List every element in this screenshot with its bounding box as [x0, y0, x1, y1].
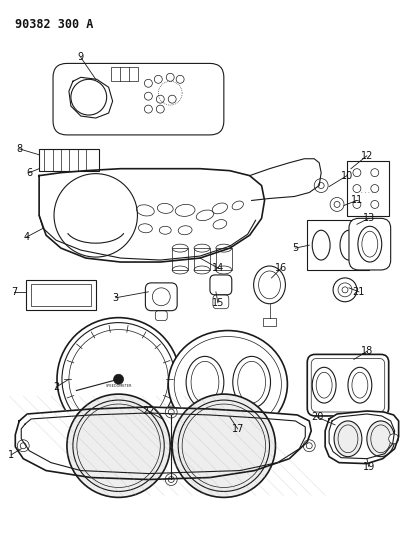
Bar	[306, 220, 368, 270]
Bar	[31, 284, 91, 306]
Bar	[39, 149, 99, 171]
Circle shape	[113, 374, 123, 384]
Ellipse shape	[333, 421, 361, 457]
Bar	[26, 280, 95, 310]
Circle shape	[165, 473, 177, 486]
Circle shape	[165, 406, 177, 418]
Text: 3: 3	[112, 293, 118, 303]
Bar	[194, 248, 209, 270]
Text: 2: 2	[53, 382, 59, 392]
Circle shape	[332, 278, 356, 302]
Bar	[172, 248, 188, 270]
Bar	[262, 318, 276, 326]
Circle shape	[17, 440, 29, 451]
Text: 15: 15	[211, 298, 223, 308]
Circle shape	[388, 434, 398, 444]
Text: 5: 5	[292, 243, 298, 253]
Text: SPEEDOMETER: SPEEDOMETER	[105, 384, 132, 388]
Bar	[215, 248, 231, 270]
Circle shape	[67, 394, 170, 497]
Text: 90382 300 A: 90382 300 A	[15, 18, 93, 31]
Text: 14: 14	[211, 263, 223, 273]
Bar	[346, 161, 388, 216]
Ellipse shape	[253, 266, 285, 304]
Text: 6: 6	[26, 168, 32, 177]
Ellipse shape	[366, 421, 394, 457]
Text: 16: 16	[275, 263, 287, 273]
Text: 9: 9	[77, 52, 84, 62]
Polygon shape	[324, 411, 398, 464]
Text: 8: 8	[16, 144, 22, 154]
Text: 11: 11	[350, 196, 362, 205]
FancyBboxPatch shape	[306, 354, 388, 416]
Text: 13: 13	[362, 213, 374, 223]
Text: 19: 19	[362, 462, 374, 472]
Polygon shape	[15, 407, 310, 480]
Text: 1: 1	[8, 450, 14, 459]
Text: 12: 12	[360, 151, 372, 161]
Text: 20: 20	[310, 412, 322, 422]
Text: 17: 17	[231, 424, 243, 434]
Circle shape	[57, 318, 180, 441]
Text: 21: 21	[352, 287, 364, 297]
Bar	[99, 399, 138, 413]
Circle shape	[302, 440, 314, 451]
Text: 7: 7	[11, 287, 17, 297]
Text: 22: 22	[142, 406, 154, 416]
Text: 10: 10	[340, 171, 352, 181]
FancyBboxPatch shape	[209, 275, 231, 295]
Text: . . . .: . . . .	[360, 189, 372, 193]
Text: 18: 18	[360, 346, 372, 357]
Ellipse shape	[168, 330, 287, 438]
Circle shape	[172, 394, 275, 497]
FancyBboxPatch shape	[348, 219, 390, 270]
Bar	[110, 67, 138, 82]
Text: 4: 4	[23, 232, 29, 242]
FancyBboxPatch shape	[145, 283, 177, 311]
